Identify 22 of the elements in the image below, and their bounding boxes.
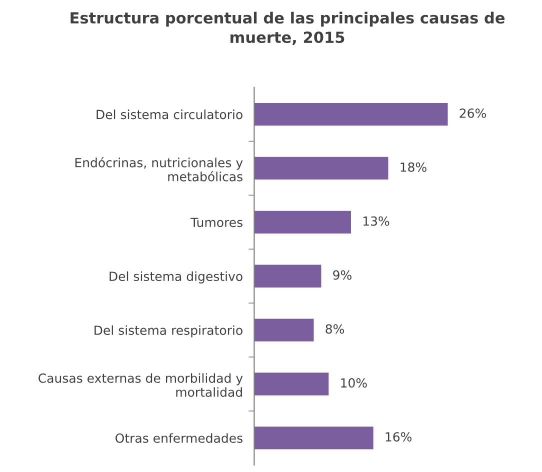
- bar: [254, 102, 448, 126]
- y-tick-label: Del sistema circulatorio: [96, 110, 242, 120]
- bar: [254, 210, 351, 234]
- bar: [254, 426, 374, 450]
- data-label: 16%: [386, 432, 412, 442]
- y-tick-label: Endócrinas, nutricionales y metabólicas: [75, 157, 243, 182]
- chart-title: Estructura porcentual de las principales causas de muerte, 2015: [70, 12, 505, 46]
- y-tick-label: Otras enfermedades: [116, 433, 242, 443]
- data-label: 13%: [363, 216, 390, 226]
- y-tick-label: Tumores: [190, 218, 242, 228]
- y-tick-label: Del sistema digestivo: [110, 271, 242, 284]
- bar: [254, 372, 329, 396]
- y-tick-label: Del sistema respiratorio: [94, 325, 242, 338]
- y-tick-label: Causas externas de morbilidad y mortalidad: [38, 373, 243, 397]
- data-label: 10%: [341, 378, 367, 388]
- data-label: 9%: [333, 270, 352, 280]
- data-label: 18%: [400, 162, 426, 172]
- data-label: 8%: [326, 324, 344, 334]
- bar: [254, 318, 314, 342]
- bar: [254, 156, 388, 180]
- data-label: 26%: [460, 108, 486, 118]
- bar: [254, 264, 322, 288]
